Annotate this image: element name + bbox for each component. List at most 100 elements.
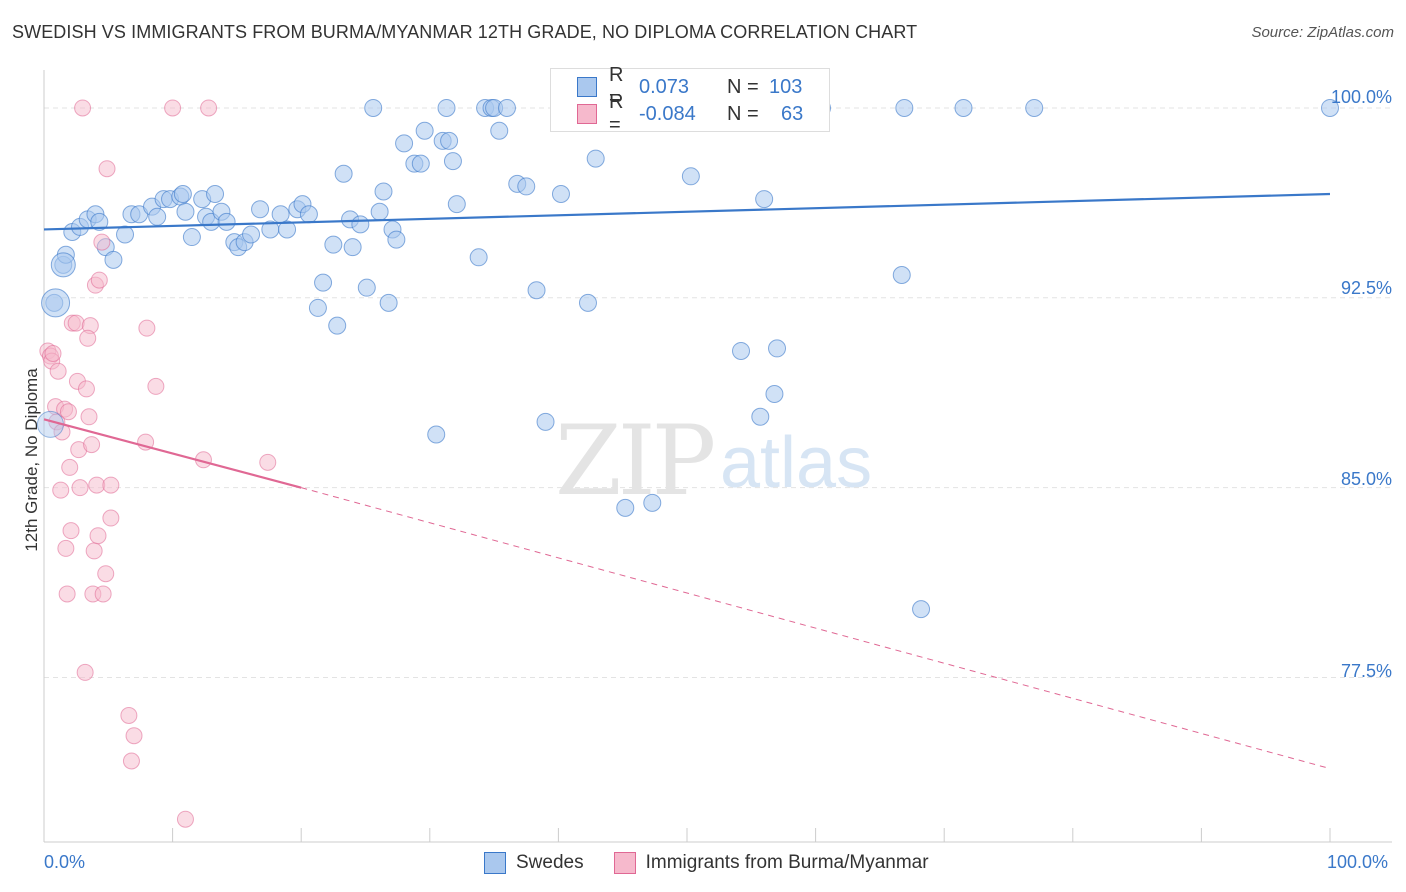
swedes-point <box>251 200 270 219</box>
swedes-point <box>490 121 509 140</box>
legend-n-label: N = <box>727 75 759 98</box>
swedes-point <box>616 498 635 517</box>
legend-swatch-burma <box>577 104 597 124</box>
legend-label-burma: Immigrants from Burma/Myanmar <box>645 852 929 873</box>
burma-point <box>58 585 76 603</box>
swedes-point <box>469 248 488 267</box>
burma-point <box>94 585 112 603</box>
burma-point <box>85 542 103 560</box>
swedes-point <box>643 493 662 512</box>
swedes-point <box>104 250 123 269</box>
burma-point <box>77 380 95 398</box>
swedes-point <box>395 134 414 153</box>
swedes-point <box>1025 98 1044 117</box>
burma-point <box>74 99 92 117</box>
swedes-point <box>116 225 135 244</box>
swedes-point <box>370 202 389 221</box>
swedes-cluster-point <box>41 288 71 318</box>
correlation-legend: R = 0.073 N = 103 R = -0.084 N = 63 <box>550 64 830 136</box>
swedes-point <box>411 154 430 173</box>
y-tick-label-100: 100.0% <box>1330 87 1392 107</box>
swedes-point <box>527 281 546 300</box>
swedes-point <box>437 98 456 117</box>
swedes-point <box>176 202 195 221</box>
swedes-point <box>271 205 290 224</box>
swedes-point <box>278 220 297 239</box>
swedes-point <box>765 384 784 403</box>
legend-swatch-swedes <box>577 77 597 97</box>
burma-point <box>164 99 182 117</box>
watermark-zip: ZIP <box>555 405 716 517</box>
burma-point <box>125 727 143 745</box>
y-tick-label-92-5: 92.5% <box>1340 278 1392 298</box>
swedes-point <box>415 121 434 140</box>
burma-point <box>97 565 115 583</box>
swedes-point <box>440 131 459 150</box>
swedes-point <box>334 164 353 183</box>
swedes-point <box>148 207 167 226</box>
series-legend: Swedes Immigrants from Burma/Myanmar <box>484 852 929 874</box>
swedes-point <box>364 98 383 117</box>
legend-n-value: 103 <box>769 75 803 98</box>
burma-point <box>102 509 120 527</box>
swedes-point <box>578 293 597 312</box>
swedes-point <box>954 98 973 117</box>
burma-point <box>102 476 120 494</box>
burma-point <box>71 479 89 497</box>
legend-r-value: -0.084 <box>639 102 696 125</box>
swedes-point <box>447 195 466 214</box>
swedes-point <box>173 185 192 204</box>
burma-trend-line <box>43 418 302 489</box>
swedes-point <box>732 341 751 360</box>
swedes-point <box>299 205 318 224</box>
y-axis-title: 12th Grade, No Diploma <box>22 368 41 552</box>
swedes-point <box>768 339 787 358</box>
burma-point <box>176 810 194 828</box>
burma-point <box>52 481 70 499</box>
burma-point <box>138 319 156 337</box>
swedes-cluster-point <box>50 252 76 278</box>
burma-point <box>79 329 97 347</box>
swedes-point <box>314 273 333 292</box>
burma-point <box>62 522 80 540</box>
burma-point <box>61 458 79 476</box>
burma-point <box>90 271 108 289</box>
swedes-point <box>443 152 462 171</box>
swedes-point <box>206 185 225 204</box>
y-tick-label-77-5: 77.5% <box>1340 661 1392 681</box>
legend-row-burma: R = -0.084 N = 63 <box>551 91 803 136</box>
watermark-atlas: atlas <box>720 423 873 503</box>
swedes-point <box>551 185 570 204</box>
swedes-point <box>681 167 700 186</box>
swedes-point <box>357 278 376 297</box>
swedes-point <box>892 266 911 285</box>
swedes-point <box>324 235 343 254</box>
legend-r-value: 0.073 <box>639 75 690 98</box>
burma-point <box>120 706 138 724</box>
swedes-point <box>217 212 236 231</box>
swedes-point <box>374 182 393 201</box>
x-tick-label-max: 100.0% <box>1327 852 1389 872</box>
swedes-point <box>351 215 370 234</box>
swedes-point <box>751 407 770 426</box>
burma-point <box>147 377 165 395</box>
swedes-point <box>912 600 931 619</box>
legend-row-swedes: R = 0.073 N = 103 <box>551 64 803 109</box>
swedes-point <box>427 425 446 444</box>
swedes-trend-line <box>43 192 1331 231</box>
burma-trend-extension <box>301 487 1331 770</box>
burma-point <box>98 160 116 178</box>
burma-point <box>49 362 67 380</box>
swedes-point <box>182 228 201 247</box>
burma-point <box>89 527 107 545</box>
legend-label-swedes: Swedes <box>516 852 584 873</box>
swedes-point <box>755 190 774 209</box>
burma-point <box>44 344 62 362</box>
chart-title: SWEDISH VS IMMIGRANTS FROM BURMA/MYANMAR… <box>12 22 918 42</box>
y-tick-label-85: 85.0% <box>1340 469 1392 489</box>
burma-point <box>76 663 94 681</box>
x-tick-label-min: 0.0% <box>44 852 86 872</box>
swedes-point <box>895 98 914 117</box>
swedes-point <box>517 177 536 196</box>
